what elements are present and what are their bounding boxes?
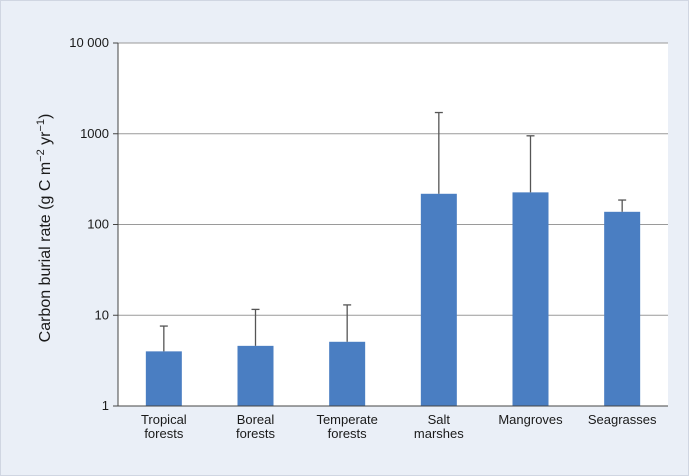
y-tick-labels: 1 10 100 1000 10 000 bbox=[69, 35, 109, 413]
y-tick-label: 10 000 bbox=[69, 35, 109, 50]
bar bbox=[604, 211, 641, 406]
bar bbox=[145, 351, 182, 406]
y-tick-label: 1 bbox=[102, 398, 109, 413]
gridlines bbox=[118, 42, 668, 316]
y-axis-title: Carbon burial rate (g C m−2 yr−1) bbox=[35, 114, 54, 343]
error-bars bbox=[159, 111, 627, 352]
axes bbox=[113, 42, 668, 407]
category-label: Boreal forests bbox=[236, 412, 276, 441]
category-label: Seagrasses bbox=[588, 412, 657, 427]
category-label: Salt marshes bbox=[414, 412, 464, 441]
category-label: Tropical forests bbox=[141, 412, 187, 441]
bars bbox=[145, 192, 641, 406]
y-tick-label: 100 bbox=[87, 217, 109, 232]
y-tick-label: 1000 bbox=[80, 126, 109, 141]
category-labels: Tropical forests Boreal forests Temperate for… bbox=[141, 412, 657, 441]
bar bbox=[420, 193, 457, 406]
bar bbox=[329, 341, 366, 406]
category-label: Mangroves bbox=[498, 412, 563, 427]
y-tick-label: 10 bbox=[95, 307, 109, 322]
bar bbox=[512, 192, 549, 406]
bar bbox=[237, 345, 274, 406]
category-label: Temperate forests bbox=[316, 412, 377, 441]
